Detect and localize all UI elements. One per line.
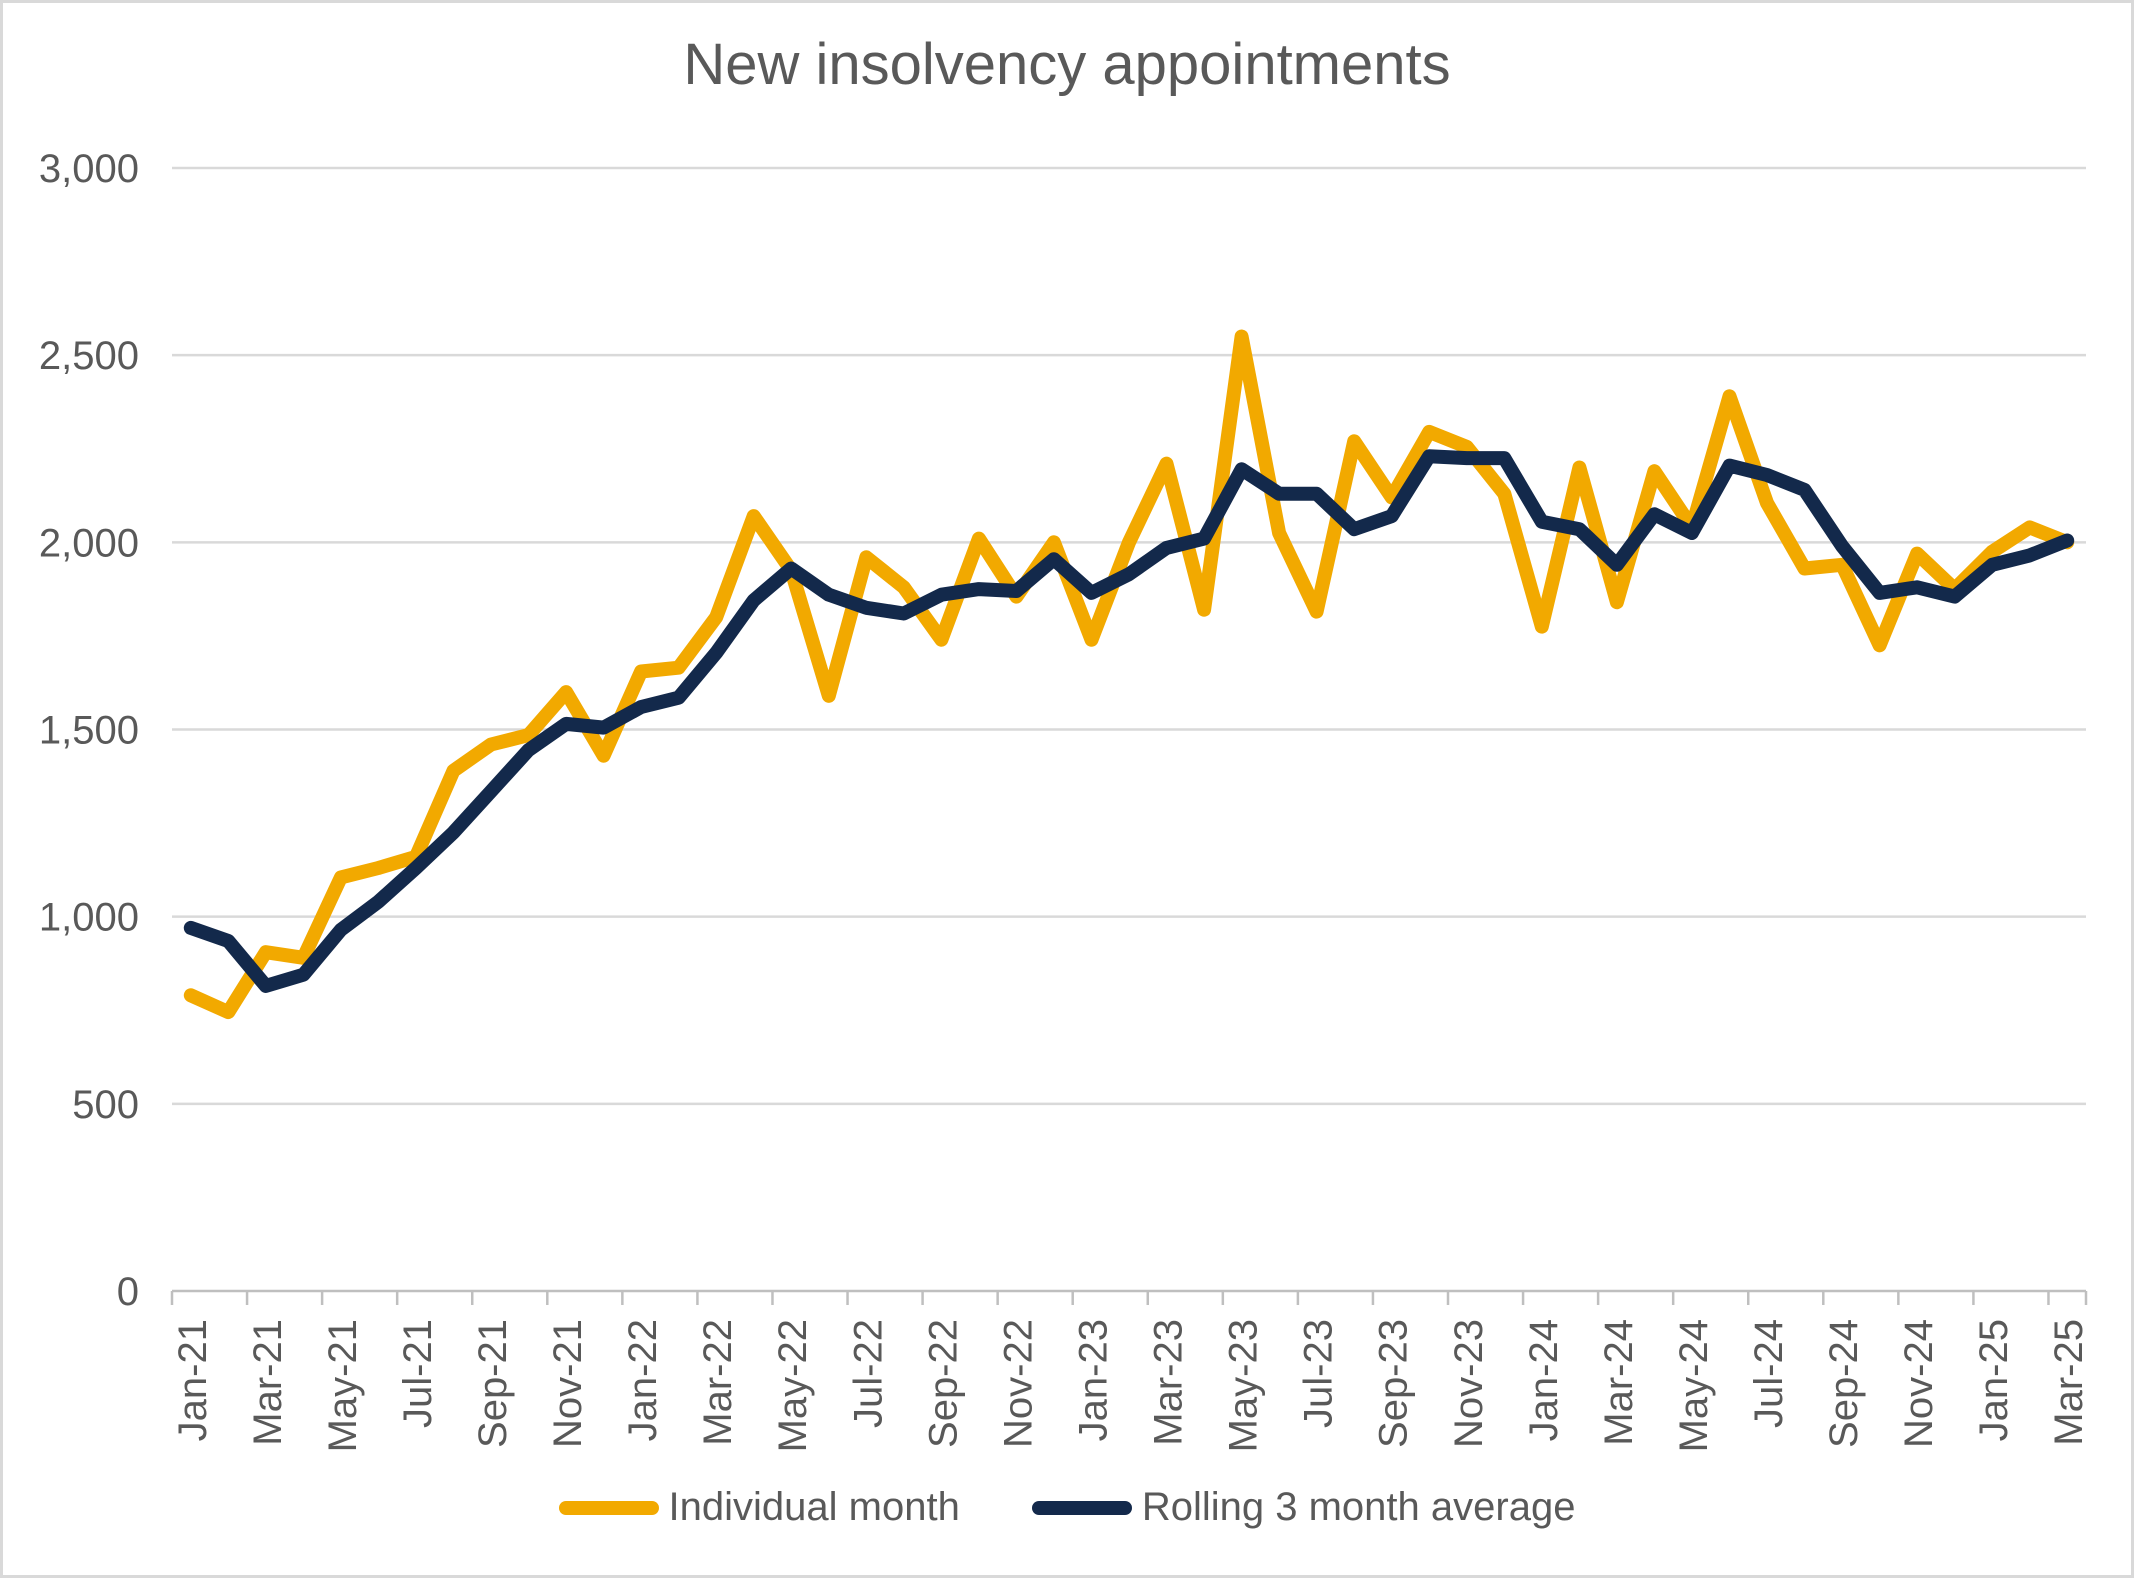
x-axis-label: Jul-22 [846, 1319, 890, 1428]
x-axis-label: Jan-25 [1972, 1319, 2016, 1441]
rolling-average-swatch-icon [1031, 1500, 1132, 1515]
x-axis-label: Sep-24 [1822, 1319, 1866, 1448]
y-axis-label: 2,000 [39, 521, 139, 565]
x-axis-label: May-23 [1222, 1319, 1266, 1452]
x-axis-label: Sep-23 [1372, 1319, 1416, 1448]
legend-label-individual-month: Individual month [668, 1485, 960, 1529]
x-axis-label: Nov-21 [546, 1319, 590, 1448]
y-axis-label: 500 [72, 1083, 139, 1127]
y-axis-label: 3,000 [39, 147, 139, 191]
x-axis-label: May-22 [771, 1319, 815, 1452]
x-axis-label: Nov-22 [996, 1319, 1040, 1448]
x-axis-label: May-24 [1672, 1319, 1716, 1452]
x-axis-label: Jul-24 [1747, 1319, 1791, 1428]
chart-legend: Individual month Rolling 3 month average [3, 1485, 2131, 1530]
legend-label-rolling-average: Rolling 3 month average [1141, 1485, 1576, 1529]
y-axis-label: 0 [117, 1270, 139, 1314]
line-chart: 0 500 1,000 1,500 2,000 2,500 3,000 Jan-21 Mar-2… [39, 147, 2091, 1452]
x-axis-label: Mar-21 [246, 1319, 290, 1446]
x-axis-label: Jan-21 [171, 1319, 215, 1441]
x-axis-label: Jul-23 [1297, 1319, 1341, 1428]
y-axis-label: 1,500 [39, 709, 139, 753]
rolling-average-line [183, 449, 2075, 993]
y-axis-label: 1,000 [39, 896, 139, 940]
x-axis-label: Mar-23 [1147, 1319, 1191, 1446]
legend-item-rolling-average: Rolling 3 month average [1031, 1485, 1576, 1530]
x-axis-label: Nov-24 [1897, 1319, 1941, 1448]
x-axis-label: Nov-23 [1447, 1319, 1491, 1448]
y-axis-label: 2,500 [39, 334, 139, 378]
legend-item-individual-month: Individual month [558, 1485, 960, 1530]
x-axis-label: Jan-22 [621, 1319, 665, 1441]
x-axis-label: Mar-24 [1597, 1319, 1641, 1446]
x-axis-label: Jan-23 [1071, 1319, 1115, 1441]
x-axis-label: May-21 [321, 1319, 365, 1452]
individual-month-line [183, 329, 2075, 1020]
x-axis-label: Mar-22 [696, 1319, 740, 1446]
x-axis-label: Jul-21 [396, 1319, 440, 1428]
individual-month-swatch-icon [558, 1500, 659, 1515]
x-axis-label: Jan-24 [1522, 1319, 1566, 1441]
x-axis-label: Sep-21 [471, 1319, 515, 1448]
x-axis-label: Sep-22 [921, 1319, 965, 1448]
x-axis-label: Mar-25 [2047, 1319, 2091, 1446]
chart-title: New insolvency appointments [683, 32, 1451, 97]
